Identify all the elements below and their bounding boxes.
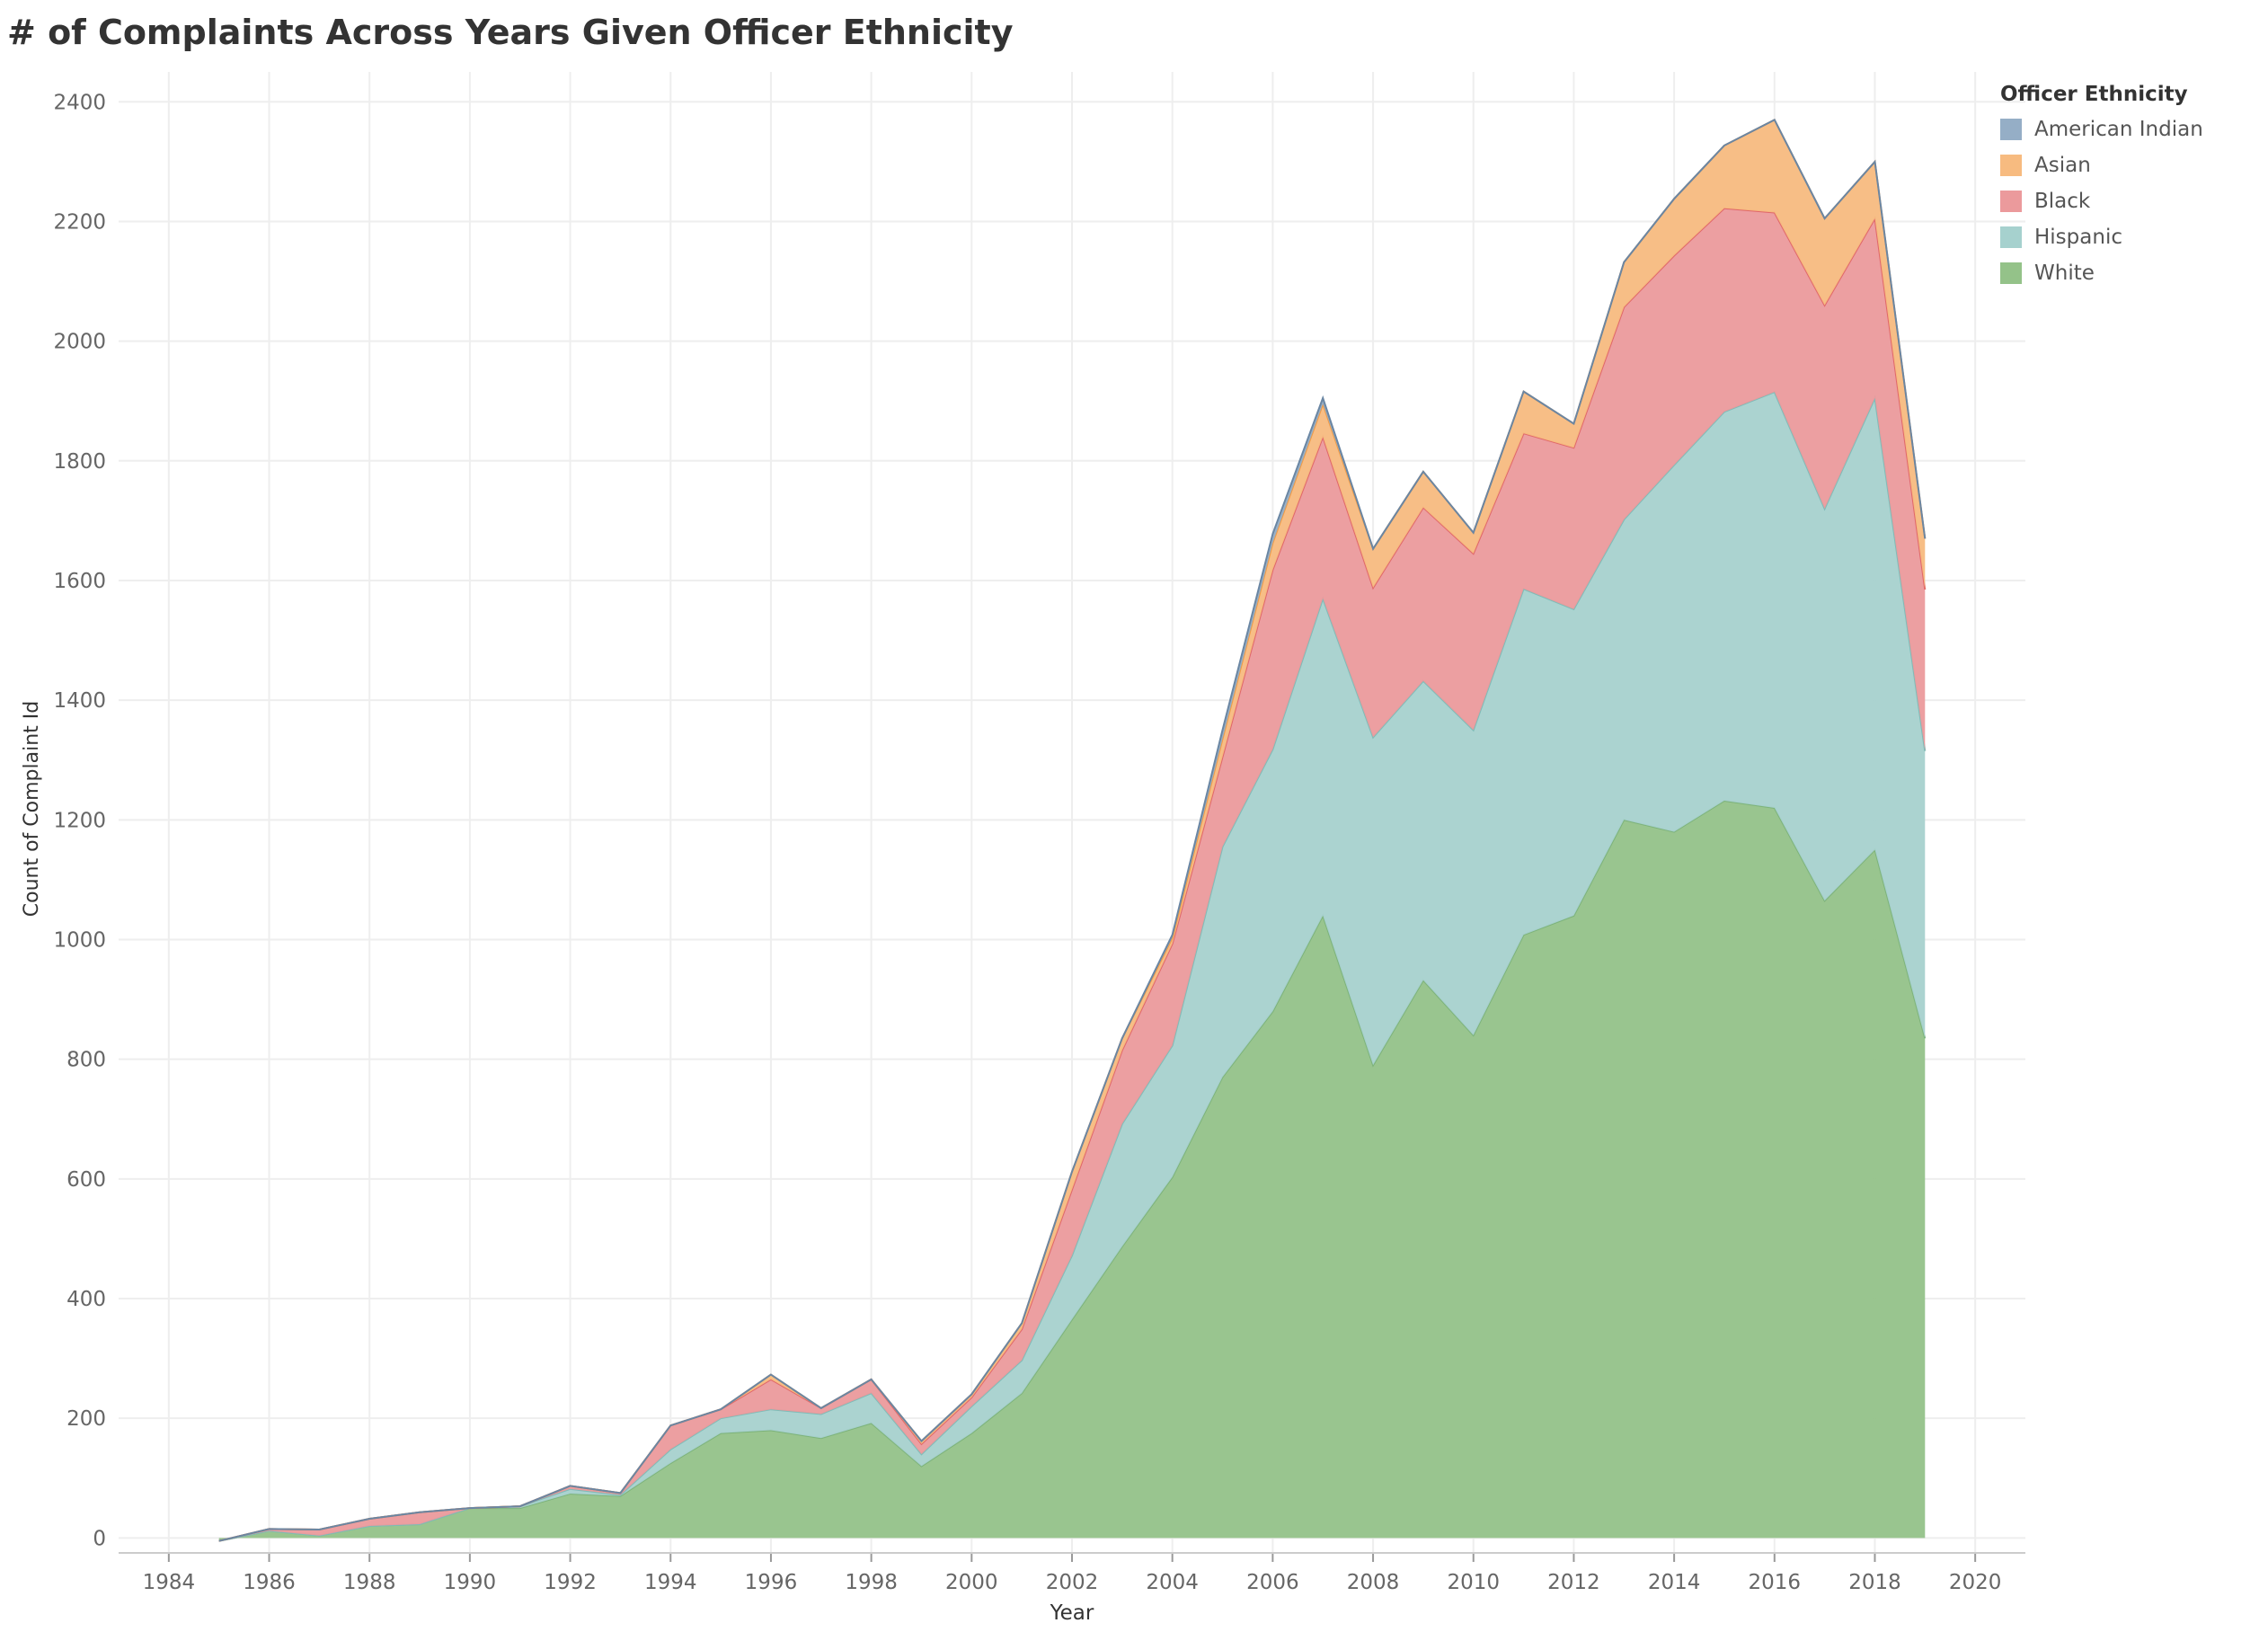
y-tick-label: 200 (66, 1407, 106, 1431)
y-tick-label: 2200 (53, 210, 106, 234)
legend-item-hispanic[interactable]: Hispanic (2000, 219, 2203, 255)
area-hispanic[interactable] (218, 392, 1926, 1541)
legend-title: Officer Ethnicity (2000, 83, 2188, 106)
y-tick-label: 1800 (53, 450, 106, 474)
x-tick-label: 1992 (544, 1571, 597, 1594)
legend-label: Black (2034, 190, 2091, 213)
legend-label: American Indian (2034, 118, 2203, 141)
x-tick-label: 2010 (1447, 1571, 1500, 1594)
y-tick-label: 2400 (53, 91, 106, 114)
legend-swatch (2000, 262, 2022, 284)
x-tick-label: 2016 (1749, 1571, 1802, 1594)
legend-item-black[interactable]: Black (2000, 183, 2203, 219)
legend-item-white[interactable]: White (2000, 255, 2203, 291)
x-tick-label: 1986 (243, 1571, 296, 1594)
legend: Officer Ethnicity American Indian Asian Bl… (2000, 83, 2203, 291)
x-tick-label: 1998 (845, 1571, 898, 1594)
legend-items: American Indian Asian Black Hispanic White (2000, 111, 2203, 291)
stacked-areas (218, 118, 1927, 1542)
x-axis-ticks: 1984 1986 1988 1990 1992 1994 1996 1998 2000 2002… (119, 1552, 2025, 1594)
x-tick-label: 2012 (1547, 1571, 1600, 1594)
x-tick-label: 2002 (1046, 1571, 1099, 1594)
x-tick-label: 2020 (1949, 1571, 2002, 1594)
y-tick-label: 400 (66, 1288, 106, 1311)
x-tick-label: 1988 (343, 1571, 396, 1594)
y-tick-label: 1400 (53, 689, 106, 713)
x-tick-label: 2006 (1246, 1571, 1299, 1594)
legend-item-asian[interactable]: Asian (2000, 147, 2203, 183)
y-tick-label: 600 (66, 1168, 106, 1192)
x-tick-label: 2004 (1146, 1571, 1199, 1594)
y-tick-label: 2000 (53, 331, 106, 354)
x-tick-label: 1990 (444, 1571, 497, 1594)
y-tick-label: 1000 (53, 928, 106, 952)
legend-label: White (2034, 262, 2095, 285)
legend-item-american-indian[interactable]: American Indian (2000, 111, 2203, 147)
x-tick-label: 1984 (143, 1571, 196, 1594)
legend-label: Hispanic (2034, 226, 2122, 249)
legend-swatch (2000, 155, 2022, 176)
x-tick-label: 2014 (1648, 1571, 1701, 1594)
x-axis-label: Year (1050, 1601, 1094, 1625)
legend-swatch (2000, 119, 2022, 140)
x-tick-label: 2008 (1347, 1571, 1400, 1594)
legend-swatch (2000, 226, 2022, 248)
area-edge-american-indian (218, 118, 1927, 1542)
x-tick-label: 1994 (644, 1571, 697, 1594)
y-axis-ticks: 0 200 400 600 800 1000 1200 1400 1600 1800 2000 220… (53, 91, 106, 1550)
y-tick-label: 1200 (53, 809, 106, 832)
y-tick-label: 0 (93, 1527, 106, 1550)
y-tick-label: 800 (66, 1049, 106, 1072)
x-tick-label: 2000 (945, 1571, 998, 1594)
area-asian[interactable] (218, 120, 1926, 1541)
area-black[interactable] (218, 208, 1926, 1541)
legend-swatch (2000, 191, 2022, 212)
legend-label: Asian (2034, 154, 2091, 177)
chart-title: # of Complaints Across Years Given Offic… (7, 13, 1014, 52)
y-axis-label: Count of Complaint Id (21, 701, 43, 917)
y-tick-label: 1600 (53, 570, 106, 593)
x-tick-label: 1996 (745, 1571, 798, 1594)
x-tick-label: 2018 (1848, 1571, 1901, 1594)
